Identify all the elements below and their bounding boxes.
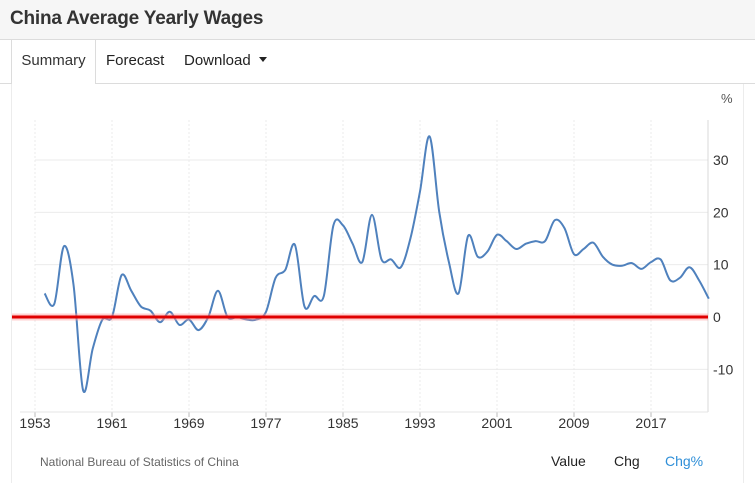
grid-layer (20, 120, 709, 417)
tab-forecast[interactable]: Forecast (106, 52, 165, 69)
x-tick-label: 2009 (558, 415, 589, 431)
mode-chg-button[interactable]: Chg (614, 453, 640, 469)
x-tick-label: 2001 (481, 415, 512, 431)
x-tick-label: 1953 (19, 415, 50, 431)
caret-down-icon (258, 56, 267, 62)
line-layer (43, 135, 710, 394)
y-tick-label: 0 (713, 309, 721, 325)
tab-download[interactable]: Download (184, 40, 267, 84)
page-title: China Average Yearly Wages (10, 8, 264, 29)
y-tick-label: 20 (713, 204, 729, 220)
chart-frame (11, 84, 744, 483)
mode-chg-percent-button[interactable]: Chg% (665, 453, 704, 469)
y-tick-label: 30 (713, 152, 729, 168)
x-tick-label: 1993 (404, 415, 435, 431)
x-tick-label: 2017 (635, 415, 666, 431)
source-label: National Bureau of Statistics of China (40, 455, 239, 469)
x-tick-label: 1969 (173, 415, 204, 431)
x-tick-label: 1961 (96, 415, 127, 431)
y-tick-label: -10 (713, 361, 733, 377)
tab-bar: Summary Forecast Download (0, 40, 755, 84)
header-bar: China Average Yearly Wages (0, 0, 755, 40)
mode-value-button[interactable]: Value (551, 453, 586, 469)
x-tick-label: 1977 (250, 415, 281, 431)
label-layer: -10 0 10 20 30 1953 1961 1969 1977 1985 1993 2001 20… (19, 91, 733, 431)
y-unit-label: % (721, 91, 733, 106)
x-tick-label: 1985 (327, 415, 358, 431)
tab-summary[interactable]: Summary (11, 40, 96, 84)
series-line-chg-percent (43, 135, 710, 394)
tab-download-label: Download (184, 52, 251, 69)
y-tick-label: 10 (713, 257, 729, 273)
